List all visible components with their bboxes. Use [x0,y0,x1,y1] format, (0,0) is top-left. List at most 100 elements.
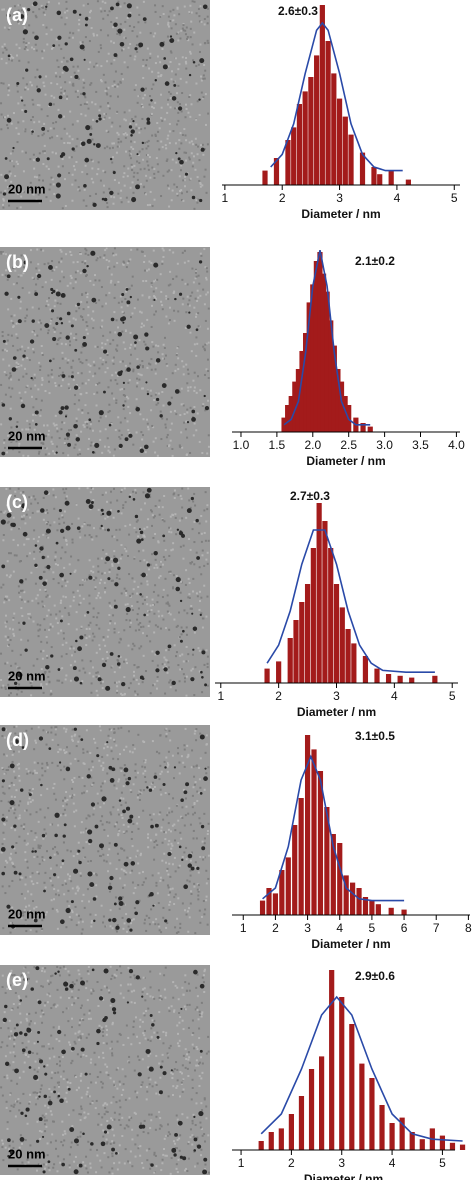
nanoparticle [162,64,168,70]
image-noise [10,439,13,442]
nanoparticle [74,74,79,80]
image-noise [171,1073,174,1076]
image-noise [45,532,48,535]
image-noise [169,283,172,286]
image-noise [94,1107,97,1110]
image-noise [33,48,36,51]
image-noise [168,142,171,145]
image-noise [119,766,122,769]
image-noise [95,1099,98,1102]
image-noise [160,829,163,832]
image-noise [17,735,20,738]
image-noise [43,858,46,861]
image-noise [4,662,7,665]
image-noise [106,1110,109,1113]
image-noise [50,82,53,85]
image-noise [139,1122,142,1125]
nanoparticle [139,530,144,535]
nanoparticle [139,675,144,680]
image-noise [100,1123,103,1126]
image-noise [39,365,42,368]
image-noise [42,1152,45,1155]
image-noise [175,1086,178,1089]
nanoparticle [125,806,131,811]
image-noise [170,169,173,172]
image-noise [184,116,187,119]
image-noise [175,1061,178,1064]
bar [285,857,291,915]
nanoparticle [7,54,11,58]
image-noise [37,388,40,391]
image-noise [141,434,144,437]
image-noise [97,161,100,164]
image-noise [56,1096,59,1099]
image-noise [83,1013,86,1016]
image-noise [151,659,154,662]
image-noise [60,599,63,602]
image-noise [30,129,33,132]
image-noise [179,1070,182,1073]
image-noise [77,1164,80,1167]
image-noise [154,362,157,365]
image-noise [196,412,199,415]
image-noise [41,967,44,970]
image-noise [39,650,42,653]
image-noise [69,762,72,765]
image-noise [180,198,183,201]
nanoparticle [13,824,17,828]
image-noise [33,966,36,969]
image-noise [188,989,191,992]
bar [320,273,327,432]
image-noise [182,23,185,26]
nanoparticle [91,297,97,303]
image-noise [46,766,49,769]
image-noise [135,385,138,388]
image-noise [18,59,21,62]
image-noise [122,506,125,509]
image-noise [19,300,22,303]
image-noise [84,36,87,39]
image-noise [10,55,13,58]
image-noise [167,1056,170,1059]
image-noise [102,802,105,805]
image-noise [151,166,154,169]
image-noise [129,856,132,859]
image-noise [7,765,10,768]
nanoparticle [43,490,49,495]
image-noise [151,524,154,527]
image-noise [174,513,177,516]
image-noise [110,606,113,609]
image-noise [139,373,142,376]
nanoparticle [0,847,6,852]
image-noise [185,626,188,629]
image-noise [35,930,38,933]
image-noise [23,591,26,594]
image-noise [201,1134,204,1137]
image-noise [163,347,166,350]
image-noise [165,735,168,738]
image-noise [151,304,154,307]
image-noise [63,141,66,144]
image-noise [107,629,110,632]
image-noise [47,380,50,383]
image-noise [132,588,135,591]
image-noise [61,158,64,161]
image-noise [140,1083,143,1086]
image-noise [30,188,33,191]
image-noise [139,168,142,171]
nanoparticle [192,626,198,631]
image-noise [83,906,86,909]
image-noise [155,839,158,842]
nanoparticle [144,444,149,450]
nanoparticle [34,410,39,415]
image-noise [191,1119,194,1122]
image-noise [26,772,29,775]
image-noise [202,96,205,99]
image-noise [21,345,24,348]
bar [385,674,392,683]
image-noise [79,452,82,455]
image-noise [115,930,118,933]
image-noise [105,1033,108,1036]
image-noise [179,668,182,671]
nanoparticle [65,432,71,437]
